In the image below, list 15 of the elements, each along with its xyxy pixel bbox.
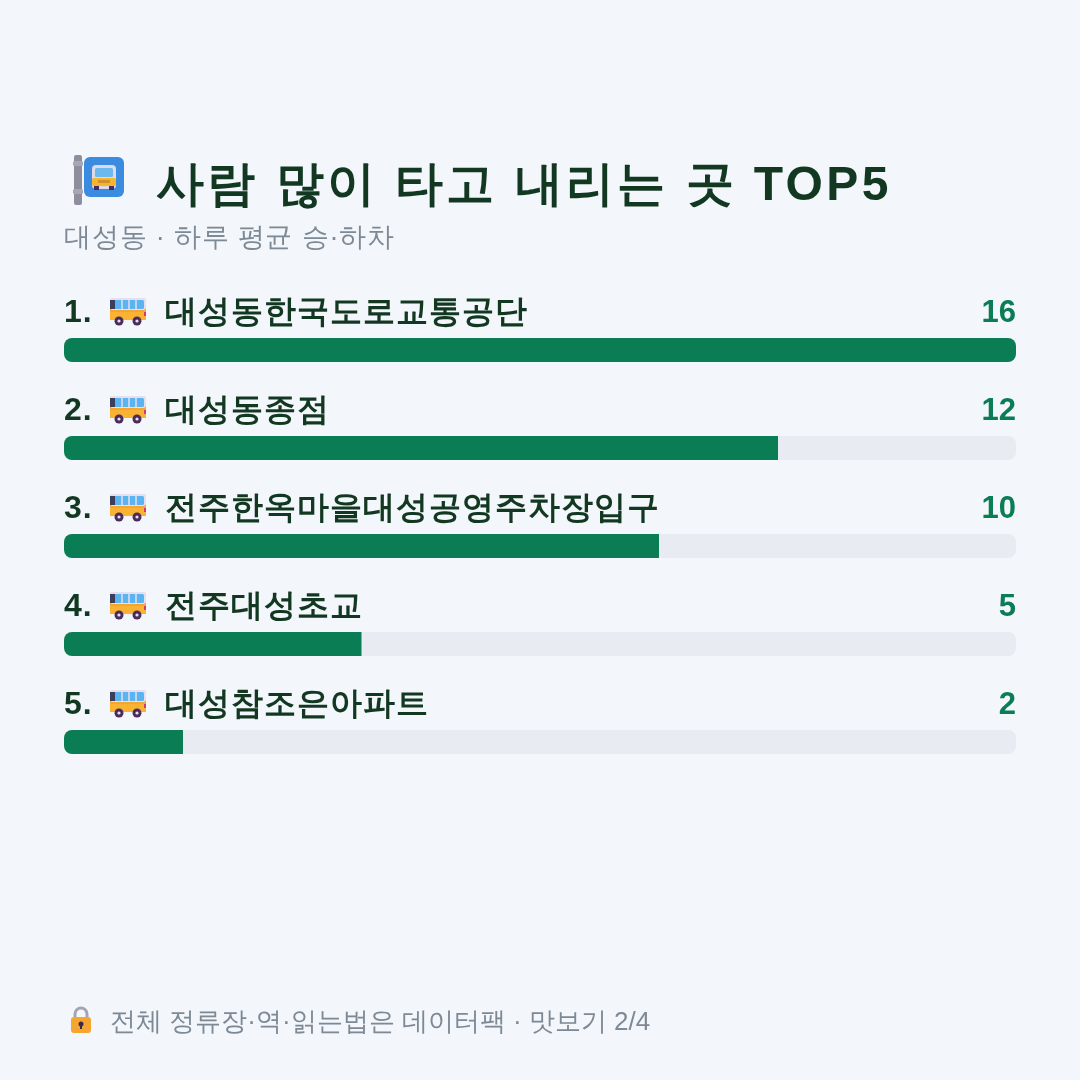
chart-title: 사람 많이 타고 내리는 곳 TOP5 — [156, 157, 892, 210]
data-label: 5 — [998, 588, 1016, 623]
category-label: 1. 대성동한국도로교통공단 — [64, 293, 528, 329]
data-label: 10 — [981, 490, 1016, 525]
text: 전체 정류장·역·읽는법은 데이터팩 · 맛보기 2/4 — [110, 1006, 651, 1036]
data-label: 2 — [998, 686, 1016, 721]
category-label: 3. 전주한옥마을대성공영주차장입구 — [64, 489, 660, 525]
data-label: 16 — [981, 294, 1016, 329]
category-label: 5. 대성참조은아파트 — [64, 685, 429, 721]
chart-subtitle: 대성동 · 하루 평균 승·하차 — [64, 222, 395, 252]
data-label: 12 — [981, 392, 1016, 427]
bar — [64, 730, 183, 754]
category-label: 2. 대성동종점 — [64, 391, 330, 427]
category-label: 4. 전주대성초교 — [64, 587, 363, 623]
bar — [64, 338, 1016, 362]
